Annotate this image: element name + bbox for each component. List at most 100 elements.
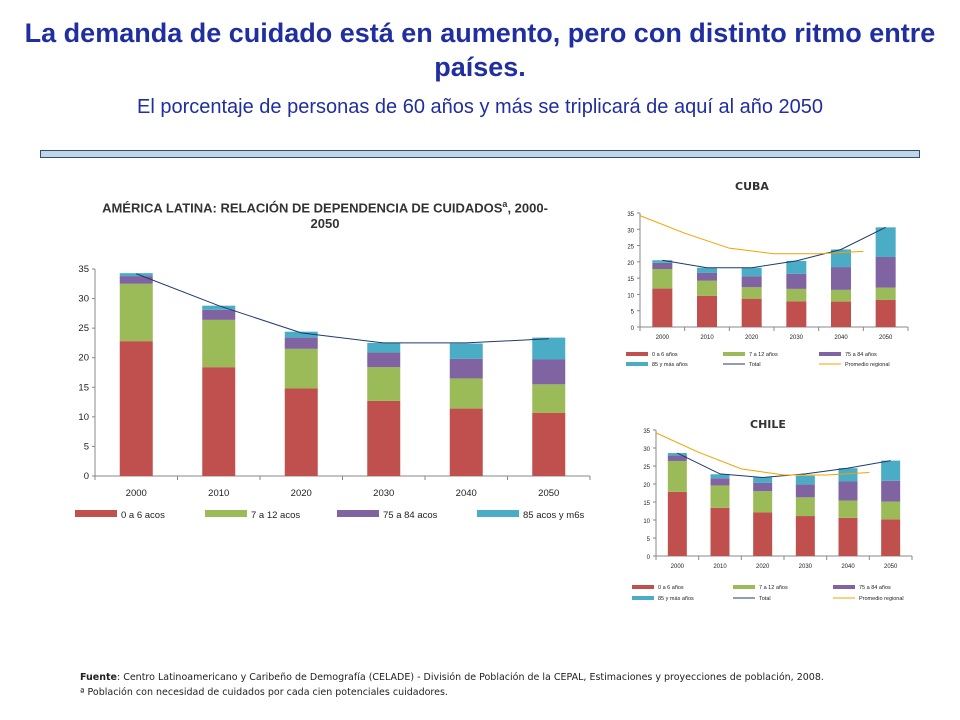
america-latina-bar-1-2010 <box>202 319 236 368</box>
chile-xtick-label: 2030 <box>799 564 813 570</box>
chile-bar-3-2050 <box>881 460 901 481</box>
america-latina-legend-label: 75 a 84 acos <box>383 510 438 521</box>
america-latina-line-0 <box>136 273 549 344</box>
chile-bar-3-2030 <box>795 475 815 485</box>
america-latina-legend-swatch <box>205 510 247 517</box>
cuba-bar-3-2000 <box>652 260 673 263</box>
chile-ytick-label: 35 <box>643 429 650 435</box>
chile-legend-label: Promedio regional <box>859 596 904 602</box>
chile-bar-2-2050 <box>881 480 901 502</box>
chile-chart-title: CHILE <box>750 418 786 431</box>
chile-xtick-label: 2050 <box>884 564 898 570</box>
cuba-chart-title: CUBA <box>735 180 769 193</box>
chile-legend-label: 0 a 6 años <box>658 585 684 591</box>
america-latina-bar-3-2040 <box>449 343 483 359</box>
chile-line-0 <box>677 452 891 479</box>
cuba-xtick-label: 2030 <box>790 335 804 341</box>
chile-line-1 <box>655 432 870 476</box>
chile-bar-2-2000 <box>667 455 687 461</box>
cuba-ytick-label: 25 <box>627 245 634 251</box>
chile-ytick-label: 15 <box>643 501 650 507</box>
cuba-xtick-label: 2000 <box>656 335 670 341</box>
cuba-xtick-label: 2020 <box>745 335 759 341</box>
chile-legend-label: 85 y más años <box>658 596 694 602</box>
chile-bar-0-2020 <box>753 512 773 556</box>
america-latina-bar-3-2030 <box>367 342 401 353</box>
cuba-legend-label: 75 a 84 años <box>845 352 877 358</box>
chile-xtick-label: 2000 <box>671 564 685 570</box>
cuba-bar-3-2010 <box>697 267 717 273</box>
cuba-xtick-label: 2010 <box>700 335 714 341</box>
cuba-bar-2-2020 <box>741 276 762 288</box>
chile-legend-label: Total <box>759 596 771 602</box>
chile-bar-2-2020 <box>753 482 773 492</box>
america-latina-bar-2-2020 <box>284 337 318 349</box>
cuba-line-1 <box>639 215 864 255</box>
cuba-ytick-label: 30 <box>627 228 634 234</box>
chile-bar-3-2020 <box>753 477 773 483</box>
america-latina-ytick-label: 25 <box>78 323 89 334</box>
cuba-bar-2-2010 <box>697 272 717 281</box>
america-latina-bar-1-2040 <box>449 378 483 409</box>
america-latina-bar-2-2050 <box>532 359 566 385</box>
america-latina-bar-3-2050 <box>532 337 566 360</box>
cuba-bar-3-2030 <box>786 260 807 274</box>
chile-legend-label: 75 a 84 años <box>859 585 891 591</box>
america-latina-ytick-label: 10 <box>78 412 89 423</box>
cuba-ytick-label: 20 <box>627 261 634 267</box>
main-chart-title: AMÉRICA LATINA: RELACIÓN DE DEPENDENCIA … <box>95 196 555 232</box>
chile-bar-2-2030 <box>795 484 815 498</box>
america-latina-ytick-label: 30 <box>78 294 89 305</box>
cuba-bar-1-2050 <box>875 287 896 300</box>
chile-bar-0-2040 <box>838 517 858 556</box>
america-latina-legend-label: 0 a 6 acos <box>121 510 165 521</box>
america-latina-bar-3-2020 <box>284 331 318 338</box>
america-latina-ytick-label: 5 <box>84 441 89 452</box>
america-latina-legend-swatch <box>477 510 519 517</box>
cuba-bar-1-2000 <box>652 269 673 289</box>
america-latina-xtick-label: 2000 <box>126 488 147 499</box>
chile-bar-0-2000 <box>667 491 687 556</box>
america-latina-bar-0-2000 <box>119 341 153 476</box>
cuba-ytick-label: 35 <box>627 212 634 218</box>
chile-legend-swatch <box>632 585 654 589</box>
chile-bar-1-2050 <box>881 501 901 520</box>
chile-bar-2-2040 <box>838 481 858 501</box>
america-latina-xtick-label: 2020 <box>291 488 312 499</box>
chile-xtick-label: 2020 <box>756 564 770 570</box>
cuba-bar-1-2010 <box>697 280 717 296</box>
america-latina-bar-0-2040 <box>449 408 483 476</box>
chile-bar-3-2000 <box>667 453 687 456</box>
america-latina-bar-0-2050 <box>532 412 566 476</box>
chile-bar-1-2040 <box>838 500 858 518</box>
cuba-legend-label: 85 y más años <box>652 362 688 368</box>
source-note: Fuente: Centro Latinoamericano y Caribeñ… <box>80 670 940 685</box>
chile-xtick-label: 2010 <box>713 564 727 570</box>
america-latina-legend-label: 85 acos y m6s <box>523 510 584 521</box>
cuba-bar-3-2050 <box>875 227 896 257</box>
chile-xtick-label: 2040 <box>841 564 855 570</box>
chile-bar-3-2010 <box>710 474 730 479</box>
cuba-bar-0-2040 <box>831 301 851 327</box>
cuba-bar-0-2000 <box>652 288 673 327</box>
america-latina-bar-1-2030 <box>367 367 401 401</box>
cuba-bar-2-2000 <box>652 262 673 270</box>
cuba-legend-label: Total <box>749 362 761 368</box>
america-latina-xtick-label: 2040 <box>456 488 477 499</box>
cuba-bar-1-2020 <box>741 287 762 299</box>
divider-bar <box>40 150 920 158</box>
america-latina-bar-0-2010 <box>202 367 236 476</box>
cuba-legend-swatch <box>819 352 841 356</box>
america-latina-bar-1-2000 <box>119 283 153 342</box>
source-text: : Centro Latinoamericano y Caribeño de D… <box>116 672 824 683</box>
cuba-ytick-label: 15 <box>627 277 634 283</box>
america-latina-bar-3-2010 <box>202 305 236 310</box>
chile-bar-0-2030 <box>795 516 815 556</box>
cuba-legend-label: Promedio regional <box>845 362 890 368</box>
cuba-bar-0-2050 <box>875 299 896 327</box>
cuba-xtick-label: 2040 <box>834 335 848 341</box>
america-latina-xtick-label: 2010 <box>208 488 229 499</box>
america-latina-legend-swatch <box>75 510 117 517</box>
chile-legend-label: 7 a 12 años <box>759 585 788 591</box>
